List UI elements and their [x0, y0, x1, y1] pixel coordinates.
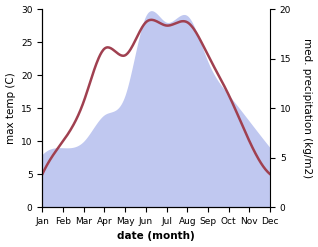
Y-axis label: max temp (C): max temp (C) — [5, 72, 16, 144]
X-axis label: date (month): date (month) — [117, 231, 195, 242]
Y-axis label: med. precipitation (kg/m2): med. precipitation (kg/m2) — [302, 38, 313, 178]
